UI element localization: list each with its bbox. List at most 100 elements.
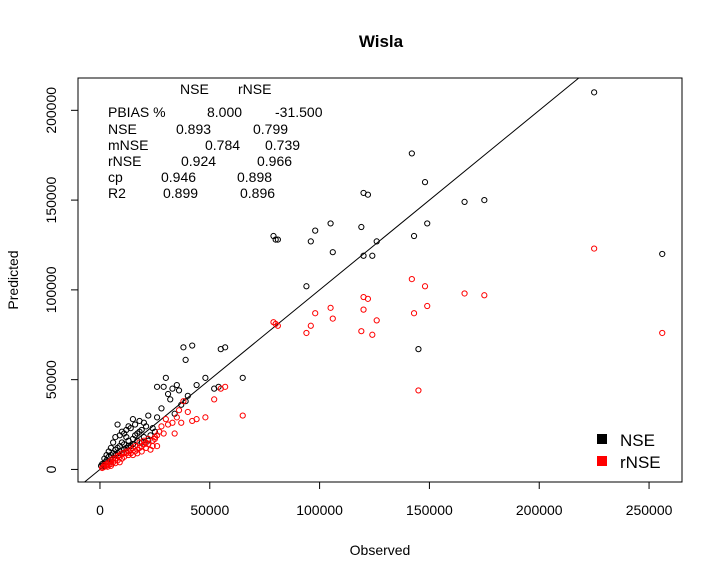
stats-label: R2 bbox=[108, 185, 126, 201]
y-tick-label: 0 bbox=[43, 465, 59, 473]
point-rnse bbox=[410, 310, 418, 317]
point-nse bbox=[127, 425, 134, 432]
stats-value-rnse: 0.896 bbox=[240, 185, 275, 201]
point-rnse bbox=[160, 430, 167, 437]
stats-value-rnse: 0.799 bbox=[253, 121, 288, 137]
point-nse bbox=[118, 439, 126, 446]
x-tick-label: 250000 bbox=[626, 502, 673, 518]
point-nse bbox=[136, 417, 143, 425]
point-rnse bbox=[369, 331, 376, 338]
stats-header-rnse: rNSE bbox=[238, 81, 271, 97]
point-rnse bbox=[180, 398, 187, 405]
legend-swatch-nse bbox=[597, 434, 607, 444]
point-rnse bbox=[415, 387, 422, 394]
point-rnse bbox=[424, 302, 431, 310]
x-tick-label: 150000 bbox=[406, 502, 453, 518]
point-rnse bbox=[217, 385, 224, 392]
point-rnse bbox=[153, 442, 161, 450]
stats-label: mNSE bbox=[108, 137, 148, 153]
y-tick-label: 100000 bbox=[43, 266, 59, 313]
point-rnse bbox=[303, 329, 310, 337]
point-nse bbox=[110, 439, 117, 446]
point-rnse bbox=[138, 448, 145, 455]
point-nse bbox=[303, 283, 310, 290]
legend-label-nse: NSE bbox=[620, 431, 655, 450]
point-nse bbox=[175, 387, 183, 394]
point-rnse bbox=[121, 450, 128, 457]
point-rnse bbox=[164, 421, 172, 428]
point-nse bbox=[591, 89, 598, 96]
point-nse bbox=[369, 252, 376, 259]
y-tick-label: 150000 bbox=[43, 177, 59, 224]
point-rnse bbox=[151, 435, 158, 443]
point-rnse bbox=[178, 419, 185, 426]
point-nse bbox=[180, 344, 187, 351]
stats-value-nse: 0.893 bbox=[176, 121, 211, 137]
stats-value-nse: 0.784 bbox=[205, 137, 240, 153]
point-nse bbox=[112, 434, 119, 441]
point-nse bbox=[272, 236, 279, 243]
stats-value-rnse: -31.500 bbox=[275, 104, 323, 120]
point-nse bbox=[461, 198, 468, 205]
point-nse bbox=[160, 383, 167, 390]
point-nse bbox=[173, 381, 180, 389]
point-rnse bbox=[461, 290, 468, 297]
point-rnse bbox=[173, 414, 180, 421]
point-rnse bbox=[421, 283, 429, 290]
point-rnse bbox=[481, 292, 488, 299]
point-nse bbox=[364, 191, 372, 198]
point-nse bbox=[327, 220, 334, 227]
point-nse bbox=[424, 220, 431, 227]
point-rnse bbox=[360, 306, 367, 313]
point-rnse bbox=[132, 442, 139, 450]
point-nse bbox=[360, 252, 367, 259]
point-nse bbox=[410, 232, 418, 240]
point-rnse bbox=[116, 459, 123, 466]
point-nse bbox=[307, 238, 314, 245]
y-axis-title: Predicted bbox=[5, 250, 21, 309]
point-nse bbox=[182, 356, 189, 364]
point-nse bbox=[312, 227, 319, 234]
point-rnse bbox=[175, 407, 183, 414]
point-rnse bbox=[140, 437, 147, 444]
legend: NSE rNSE bbox=[597, 431, 661, 472]
point-nse bbox=[136, 428, 143, 435]
point-nse bbox=[659, 250, 666, 258]
point-nse bbox=[164, 390, 172, 398]
y-axis: 0 50000 100000 150000 200000 bbox=[43, 87, 79, 473]
x-axis: 0 50000 100000 150000 200000 250000 bbox=[96, 481, 673, 518]
stats-label: NSE bbox=[108, 121, 137, 137]
point-rnse bbox=[591, 245, 598, 252]
point-rnse bbox=[659, 329, 666, 337]
point-nse bbox=[129, 416, 137, 423]
point-nse bbox=[415, 346, 422, 353]
identity-line bbox=[84, 77, 580, 483]
plot-frame bbox=[77, 77, 683, 483]
point-rnse bbox=[158, 423, 165, 430]
point-nse bbox=[189, 342, 196, 349]
point-rnse bbox=[358, 328, 365, 335]
points-layer bbox=[97, 89, 666, 472]
y-tick-label: 50000 bbox=[43, 360, 59, 399]
point-rnse bbox=[100, 464, 107, 471]
point-nse bbox=[193, 381, 200, 389]
point-rnse bbox=[147, 446, 154, 453]
point-nse bbox=[421, 179, 429, 186]
point-nse bbox=[167, 396, 174, 403]
point-rnse bbox=[211, 396, 218, 403]
point-nse bbox=[132, 432, 139, 439]
point-nse bbox=[142, 423, 150, 430]
point-nse bbox=[132, 421, 139, 428]
point-nse bbox=[217, 346, 224, 353]
legend-swatch-rnse bbox=[597, 456, 607, 466]
point-nse bbox=[202, 374, 209, 381]
stats-value-nse: 8.000 bbox=[207, 104, 242, 120]
point-nse bbox=[169, 385, 176, 392]
point-rnse bbox=[327, 304, 334, 311]
point-nse bbox=[239, 374, 246, 381]
point-nse bbox=[182, 398, 189, 405]
point-rnse bbox=[408, 276, 415, 283]
point-rnse bbox=[329, 315, 336, 322]
x-tick-label: 100000 bbox=[296, 502, 343, 518]
